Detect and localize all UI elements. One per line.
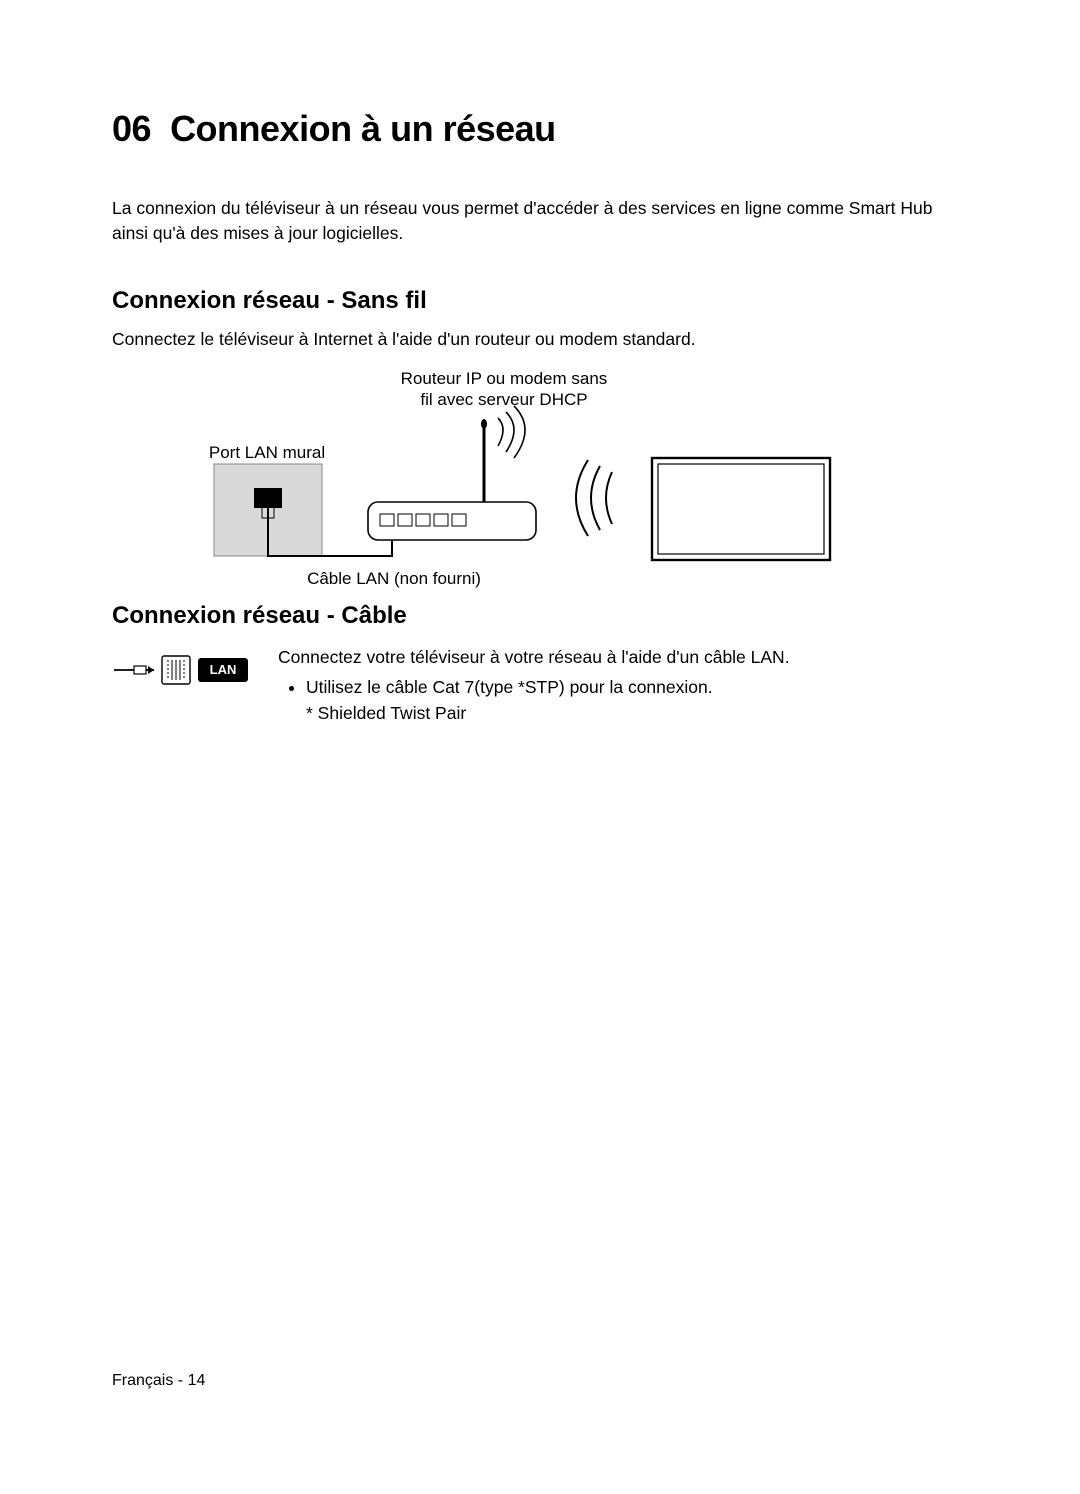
wireless-subtext: Connectez le téléviseur à Internet à l'a… — [112, 329, 968, 350]
lan-port-diagram: LAN — [112, 648, 260, 692]
cable-subtext: Connectez votre téléviseur à votre résea… — [278, 644, 968, 670]
chapter-number: 06 — [112, 108, 151, 149]
page-content: 06 Connexion à un réseau La connexion du… — [0, 0, 1080, 727]
chapter-title: 06 Connexion à un réseau — [112, 108, 968, 150]
wireless-diagram: Routeur IP ou modem sans fil avec serveu… — [162, 368, 882, 588]
cable-row: LAN Connectez votre téléviseur à votre r… — [112, 644, 968, 727]
lan-cable-label: Câble LAN (non fourni) — [294, 568, 494, 589]
cable-text: Connectez votre téléviseur à votre résea… — [278, 644, 968, 727]
cable-bullet: Utilisez le câble Cat 7(type *STP) pour … — [306, 674, 968, 700]
wireless-heading: Connexion réseau - Sans fil — [112, 287, 968, 315]
intro-paragraph: La connexion du téléviseur à un réseau v… — [112, 196, 968, 247]
lan-badge-label: LAN — [198, 658, 248, 682]
chapter-title-text: Connexion à un réseau — [170, 108, 556, 149]
cable-footnote: * Shielded Twist Pair — [278, 700, 968, 726]
cable-heading: Connexion réseau - Câble — [112, 602, 968, 630]
wireless-diagram-svg — [162, 368, 882, 588]
page-footer: Français - 14 — [112, 1372, 205, 1390]
